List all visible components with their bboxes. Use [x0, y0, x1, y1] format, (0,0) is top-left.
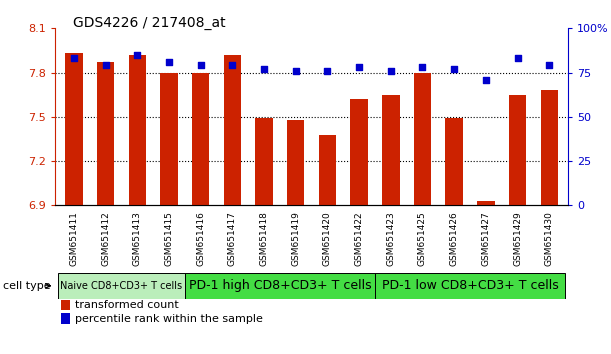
Point: [354, 64, 364, 70]
Bar: [287, 120, 304, 205]
Text: PD-1 high CD8+CD3+ T cells: PD-1 high CD8+CD3+ T cells: [189, 279, 371, 292]
Point: [386, 68, 396, 74]
Bar: [477, 201, 494, 205]
Point: [417, 64, 427, 70]
Bar: [351, 99, 368, 205]
Point: [69, 56, 79, 61]
Text: transformed count: transformed count: [75, 300, 179, 310]
Bar: [382, 95, 400, 205]
Point: [101, 63, 111, 68]
Text: PD-1 low CD8+CD3+ T cells: PD-1 low CD8+CD3+ T cells: [382, 279, 558, 292]
Bar: [65, 53, 82, 205]
Text: cell type: cell type: [3, 281, 51, 291]
Point: [291, 68, 301, 74]
Bar: [160, 73, 178, 205]
Bar: [414, 73, 431, 205]
Bar: [185, 273, 375, 299]
Bar: [509, 95, 526, 205]
Bar: [375, 273, 565, 299]
Point: [323, 68, 332, 74]
Point: [513, 56, 522, 61]
Point: [133, 52, 142, 58]
Point: [259, 66, 269, 72]
Point: [544, 63, 554, 68]
Bar: [58, 273, 185, 299]
Bar: [129, 55, 146, 205]
Text: percentile rank within the sample: percentile rank within the sample: [75, 314, 263, 324]
Point: [164, 59, 174, 65]
Bar: [541, 90, 558, 205]
Point: [449, 66, 459, 72]
Bar: [192, 73, 210, 205]
Bar: [319, 135, 336, 205]
Bar: [255, 118, 273, 205]
Text: GDS4226 / 217408_at: GDS4226 / 217408_at: [73, 16, 226, 30]
Point: [196, 63, 206, 68]
Bar: [224, 55, 241, 205]
Text: Naive CD8+CD3+ T cells: Naive CD8+CD3+ T cells: [60, 281, 183, 291]
Point: [227, 63, 237, 68]
Bar: [445, 118, 463, 205]
Point: [481, 77, 491, 82]
Bar: [97, 62, 114, 205]
